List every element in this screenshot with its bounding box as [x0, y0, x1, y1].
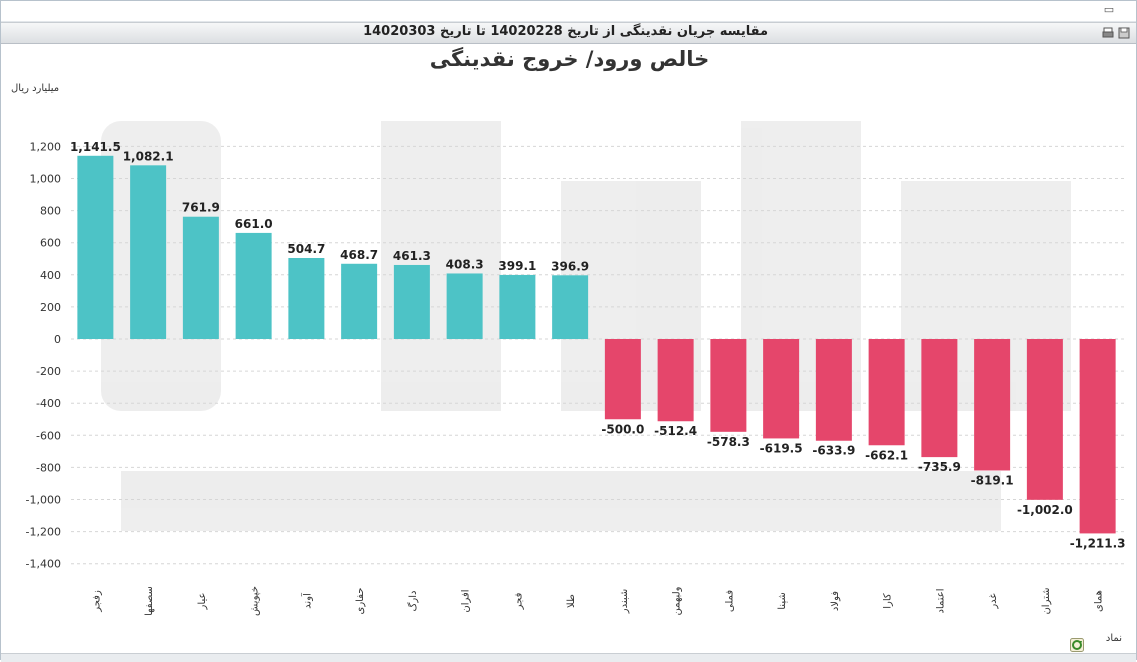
x-tick-label: حفاری	[355, 588, 366, 615]
data-label: -735.9	[918, 460, 961, 474]
bar-6[interactable]	[341, 263, 378, 339]
x-tick-label: غدر	[988, 593, 999, 609]
window-title: مقایسه جریان نقدینگی از تاریخ 14020228 ت…	[363, 24, 768, 39]
x-tick-label: فملی	[724, 590, 735, 612]
y-tick-label: -800	[36, 461, 61, 474]
bar-7[interactable]	[393, 264, 430, 339]
bar-9[interactable]	[499, 274, 536, 339]
y-axis-unit-label: میلیارد ریال	[11, 83, 60, 94]
data-label: -512.4	[654, 424, 697, 438]
window-titlebar: مقایسه جریان نقدینگی از تاریخ 14020228 ت…	[1, 22, 1136, 44]
x-tick-label: افران	[461, 589, 472, 612]
x-tick-label: زفجر	[91, 590, 102, 613]
y-tick-label: -1,200	[26, 526, 61, 539]
bar-1[interactable]	[77, 155, 114, 339]
data-label: 1,141.5	[70, 140, 121, 154]
restore-icon[interactable]: ▭	[1103, 3, 1115, 16]
bar-12[interactable]	[657, 339, 694, 422]
y-tick-label: 0	[54, 333, 61, 346]
chart-title: خالص ورود/ خروج نقدینگی	[429, 47, 710, 71]
window-footer	[1, 653, 1136, 662]
data-label: 504.7	[287, 242, 325, 256]
y-tick-label: 800	[40, 205, 61, 218]
x-tick-label: همای	[1094, 590, 1105, 612]
x-axis-label: نماد	[1105, 633, 1122, 644]
bar-8[interactable]	[446, 273, 483, 339]
y-tick-label: 1,000	[30, 173, 62, 186]
x-tick-label: عیار	[197, 593, 208, 611]
x-tick-label: آوند	[300, 592, 313, 609]
bar-11[interactable]	[604, 339, 641, 420]
bar-13[interactable]	[710, 339, 747, 432]
x-tick-label: شبندر	[619, 589, 630, 615]
x-tick-label: شپنا	[777, 592, 788, 609]
bar-5[interactable]	[288, 257, 325, 339]
bar-4[interactable]	[235, 232, 272, 339]
x-tick-label: فجر	[513, 592, 524, 610]
bar-18[interactable]	[974, 339, 1011, 471]
data-label: -500.0	[601, 422, 644, 436]
window-top-strip: ▭	[1, 1, 1136, 22]
data-label: 761.9	[182, 201, 220, 215]
bar-19[interactable]	[1026, 339, 1063, 500]
y-tick-label: 400	[40, 269, 61, 282]
print-icon[interactable]	[1102, 27, 1114, 39]
save-icon[interactable]	[1118, 27, 1130, 39]
refresh-icon[interactable]	[1070, 638, 1084, 652]
y-tick-label: -1,400	[26, 558, 61, 571]
data-label: 661.0	[235, 217, 273, 231]
data-label: 461.3	[393, 249, 431, 263]
x-tick-label: اعتماد	[935, 588, 946, 613]
x-tick-label: شتران	[1041, 587, 1052, 614]
x-tick-label: خپویش	[250, 586, 261, 616]
x-tick-label: سصفها	[144, 586, 155, 616]
data-label: -1,211.3	[1070, 536, 1126, 550]
bar-15[interactable]	[815, 339, 852, 441]
y-tick-label: 200	[40, 301, 61, 314]
x-tick-label: کارا	[883, 593, 894, 609]
y-tick-label: 600	[40, 237, 61, 250]
data-label: -1,002.0	[1017, 503, 1073, 517]
bar-3[interactable]	[182, 216, 219, 339]
data-label: 396.9	[551, 259, 589, 273]
y-tick-label: -1,000	[26, 494, 61, 507]
data-label: 408.3	[446, 257, 484, 271]
data-label: -819.1	[971, 473, 1014, 487]
y-tick-label: -200	[36, 365, 61, 378]
x-tick-label: طلا	[566, 594, 577, 608]
data-label: -578.3	[707, 435, 750, 449]
data-label: -633.9	[812, 444, 855, 458]
x-tick-label: ولبهمن	[672, 586, 683, 615]
bar-10[interactable]	[552, 275, 589, 339]
bar-17[interactable]	[921, 339, 958, 458]
data-label: 1,082.1	[123, 149, 174, 163]
x-tick-label: فولاد	[830, 591, 841, 611]
data-label: -619.5	[760, 441, 803, 455]
bar-2[interactable]	[130, 165, 167, 339]
bar-14[interactable]	[763, 339, 800, 439]
y-tick-label: -400	[36, 397, 61, 410]
bar-20[interactable]	[1079, 339, 1116, 534]
x-tick-label: دارگ	[406, 590, 419, 611]
y-tick-label: -600	[36, 429, 61, 442]
data-label: 468.7	[340, 248, 378, 262]
data-label: -662.1	[865, 448, 908, 462]
bar-16[interactable]	[868, 339, 905, 446]
data-label: 399.1	[498, 259, 536, 273]
y-tick-label: 1,200	[30, 140, 62, 153]
